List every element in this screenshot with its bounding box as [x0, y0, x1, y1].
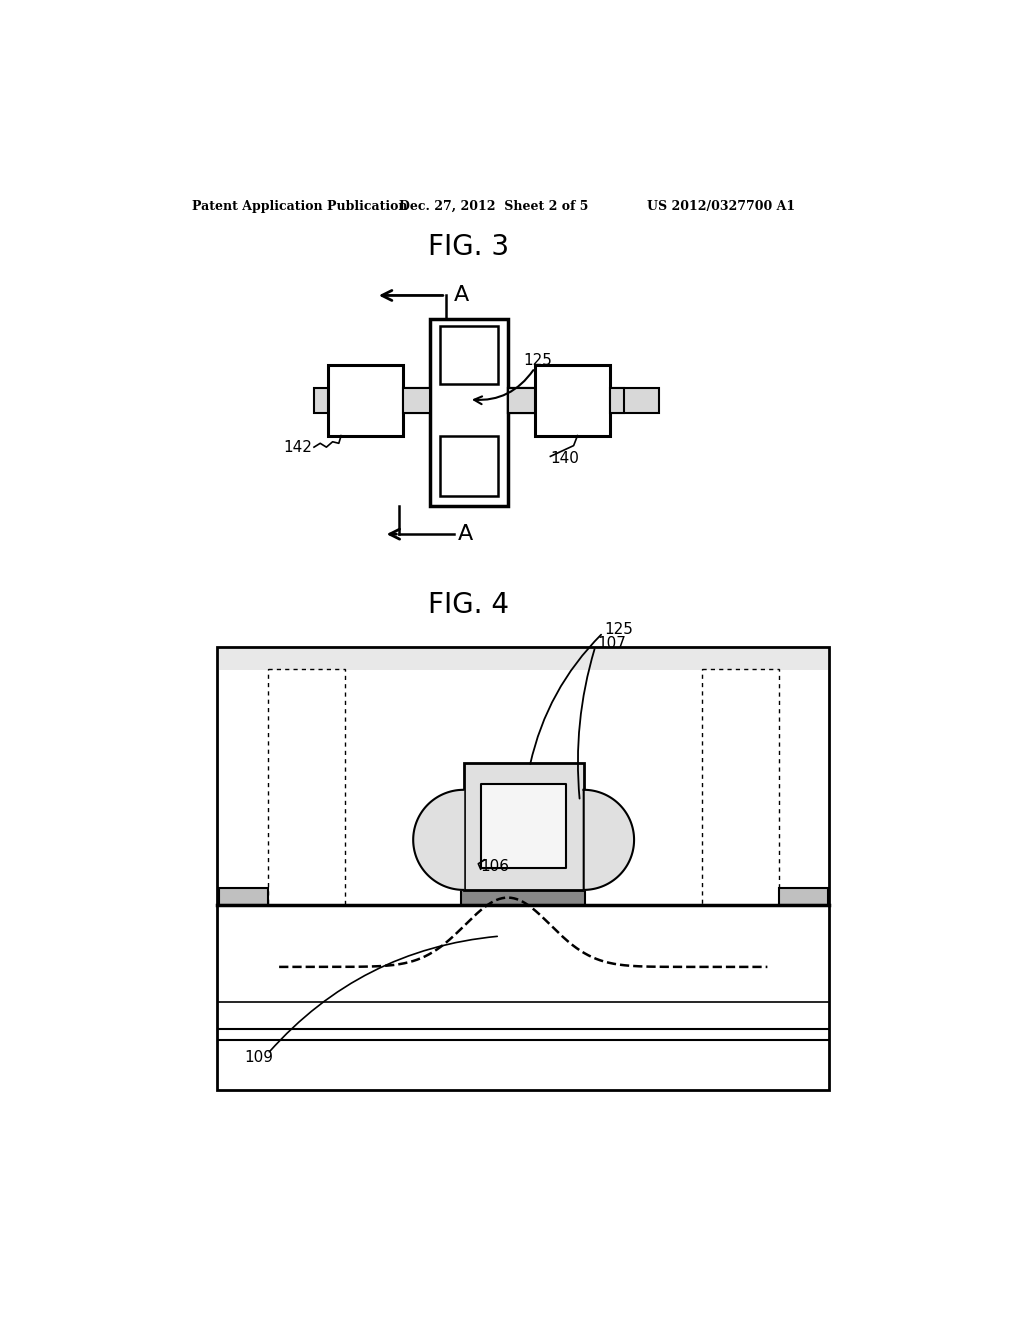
Text: 109: 109	[245, 1051, 273, 1065]
Bar	[267, 669, 345, 906]
Text: A: A	[458, 524, 473, 544]
Bar	[219, 649, 827, 671]
Bar	[461, 890, 586, 906]
Text: 125: 125	[523, 354, 552, 368]
Bar	[701, 669, 779, 906]
Bar	[314, 388, 328, 413]
Text: A: A	[454, 285, 469, 305]
Text: 106: 106	[480, 858, 510, 874]
Bar	[217, 647, 829, 1090]
Text: 125: 125	[604, 622, 634, 638]
Bar	[219, 888, 267, 906]
Bar	[439, 326, 499, 384]
Bar	[480, 784, 566, 867]
Bar	[464, 763, 584, 890]
Bar	[439, 436, 499, 496]
Text: 107: 107	[597, 636, 626, 651]
Bar	[779, 888, 827, 906]
Text: 140: 140	[550, 451, 580, 466]
Text: Patent Application Publication: Patent Application Publication	[191, 199, 408, 213]
Bar	[610, 388, 624, 413]
Text: FIG. 4: FIG. 4	[428, 591, 510, 619]
Bar	[403, 388, 430, 413]
Bar	[328, 364, 403, 436]
Bar	[430, 318, 508, 507]
Bar	[535, 364, 610, 436]
Bar	[508, 388, 658, 413]
Text: 142: 142	[283, 440, 312, 454]
Text: FIG. 3: FIG. 3	[428, 232, 510, 261]
Bar	[508, 388, 535, 413]
Bar	[356, 388, 430, 413]
Polygon shape	[584, 789, 634, 890]
Bar	[508, 388, 586, 413]
Polygon shape	[414, 789, 464, 890]
Text: US 2012/0327700 A1: US 2012/0327700 A1	[647, 199, 796, 213]
Text: Dec. 27, 2012  Sheet 2 of 5: Dec. 27, 2012 Sheet 2 of 5	[399, 199, 589, 213]
